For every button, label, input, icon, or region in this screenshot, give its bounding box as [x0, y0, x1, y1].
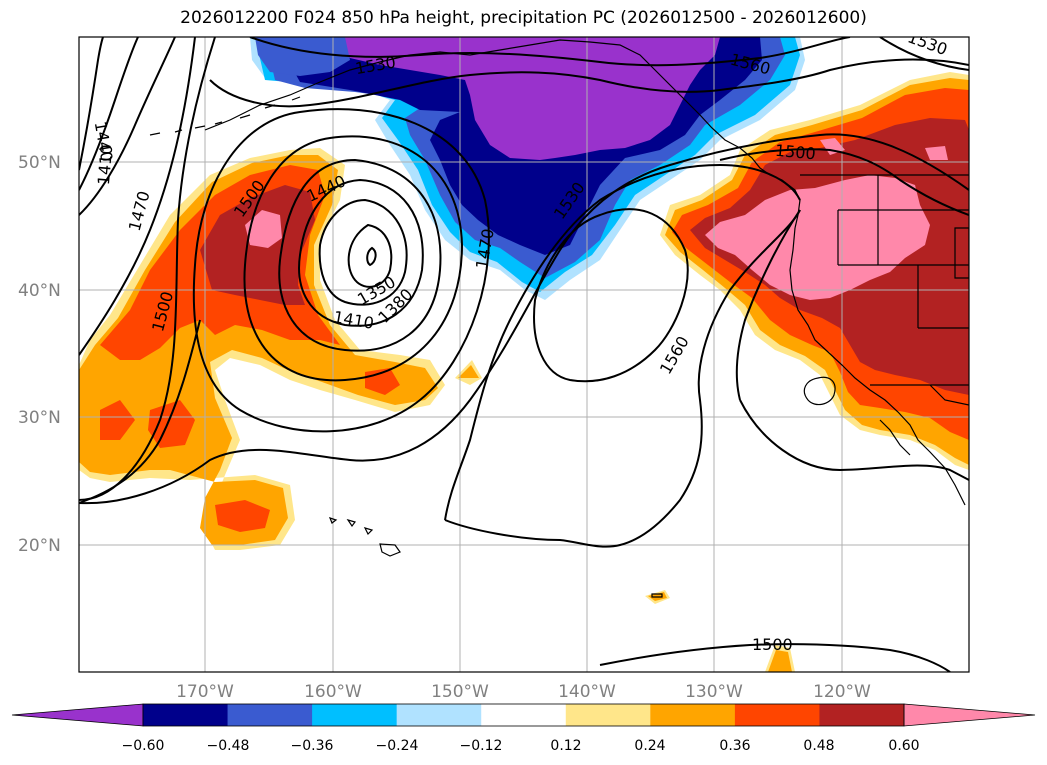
contour-1440	[298, 178, 424, 327]
colorbar-tick: −0.60	[122, 738, 165, 754]
shade-red-orange-b	[100, 368, 400, 532]
contour-1470-west	[79, 37, 176, 216]
island-circle	[803, 376, 836, 406]
contour-1440-west	[79, 37, 139, 191]
colorbar-segment	[312, 704, 398, 726]
contour-1500-inner	[243, 135, 464, 382]
contour-1560-ridge	[444, 163, 801, 521]
contour-1560-east	[879, 37, 969, 71]
contour-1500-west	[79, 37, 196, 356]
colorbar-segment	[143, 704, 229, 726]
contour-1350	[366, 246, 377, 267]
colorbar-segment	[396, 704, 482, 726]
colorbar-segment	[481, 704, 567, 726]
shade-purple	[330, 37, 720, 160]
us-west-coast	[789, 227, 966, 506]
colorbar-tick: 0.12	[550, 738, 581, 754]
contour-1530-west-b	[79, 319, 201, 504]
contour-1530-east	[739, 399, 969, 481]
colorbar: −0.60 −0.48 −0.36 −0.24 −0.12 0.12 0.24 …	[11, 703, 1036, 754]
contour-1410-west	[79, 37, 104, 171]
lat-label: 40°N	[18, 281, 61, 301]
contour-1500-south	[599, 643, 951, 672]
lat-label: 50°N	[18, 153, 61, 173]
lon-labels: 170°W 160°W 150°W 140°W 130°W 120°W	[176, 682, 871, 702]
colorbar-segment	[227, 704, 313, 726]
colorbar-tick: −0.48	[207, 738, 250, 754]
lon-label: 170°W	[176, 682, 234, 702]
shade-pink-wc	[705, 175, 930, 300]
colorbar-tick: 0.24	[634, 738, 665, 754]
contour-1530-loop	[192, 108, 490, 433]
state-borders	[837, 175, 969, 406]
colorbar-extend-max	[903, 703, 1036, 727]
contour-1500-bc	[719, 148, 969, 216]
baja-coast	[879, 419, 911, 456]
contour-1560-south	[444, 209, 801, 548]
contour-1380	[347, 223, 393, 288]
colorbar-tick: 0.36	[719, 738, 750, 754]
small-island	[651, 593, 663, 598]
contour-1470-inner	[278, 158, 442, 352]
colorbar-segment	[819, 704, 905, 726]
contour-1530-east-b	[735, 209, 801, 401]
colorbar-tick: 0.60	[888, 738, 919, 754]
map-title: 2026012200 F024 850 hPa height, precipit…	[180, 8, 867, 28]
colorbar-extend-min	[11, 703, 144, 727]
contour-label: 1410	[94, 144, 116, 186]
negative-precip-shading	[250, 37, 805, 300]
colorbar-tick: −0.36	[291, 738, 334, 754]
lat-labels: 50°N 40°N 30°N 20°N	[18, 153, 61, 556]
lon-label: 160°W	[304, 682, 362, 702]
lon-label: 140°W	[558, 682, 616, 702]
contour-1530-north	[209, 58, 969, 108]
lat-label: 20°N	[18, 536, 61, 556]
colorbar-tick: −0.12	[460, 738, 503, 754]
colorbar-segment	[565, 704, 651, 726]
contour-1560-outer	[79, 133, 969, 505]
height-contours	[79, 37, 969, 672]
colorbar-tick: −0.24	[376, 738, 419, 754]
contour-1560-high	[533, 208, 689, 383]
colorbar-segments	[143, 704, 905, 726]
lon-label: 120°W	[813, 682, 871, 702]
positive-precip-central-pacific	[79, 148, 795, 672]
colorbar-segment	[734, 704, 820, 726]
shade-pink-wc-b	[820, 138, 948, 160]
colorbar-segment	[650, 704, 736, 726]
contour-label: 1500	[752, 635, 793, 654]
hawaii-islands	[328, 517, 401, 557]
colorbar-tick: 0.48	[803, 738, 834, 754]
contour-label: 1500	[774, 141, 816, 163]
map-panel: 1530 1560 1440 1410 1470 1500 1500 1500 …	[79, 37, 969, 672]
lat-label: 30°N	[18, 408, 61, 428]
lon-label: 130°W	[685, 682, 743, 702]
contour-1530-west	[79, 37, 216, 501]
contour-1560-north	[249, 37, 851, 67]
map-frame	[78, 36, 970, 673]
alaska-coast	[204, 39, 741, 149]
lon-label: 150°W	[431, 682, 489, 702]
contour-1410	[318, 198, 408, 306]
shade-pink	[245, 210, 282, 248]
colorbar-ticks: −0.60 −0.48 −0.36 −0.24 −0.12 0.12 0.24 …	[122, 738, 920, 754]
